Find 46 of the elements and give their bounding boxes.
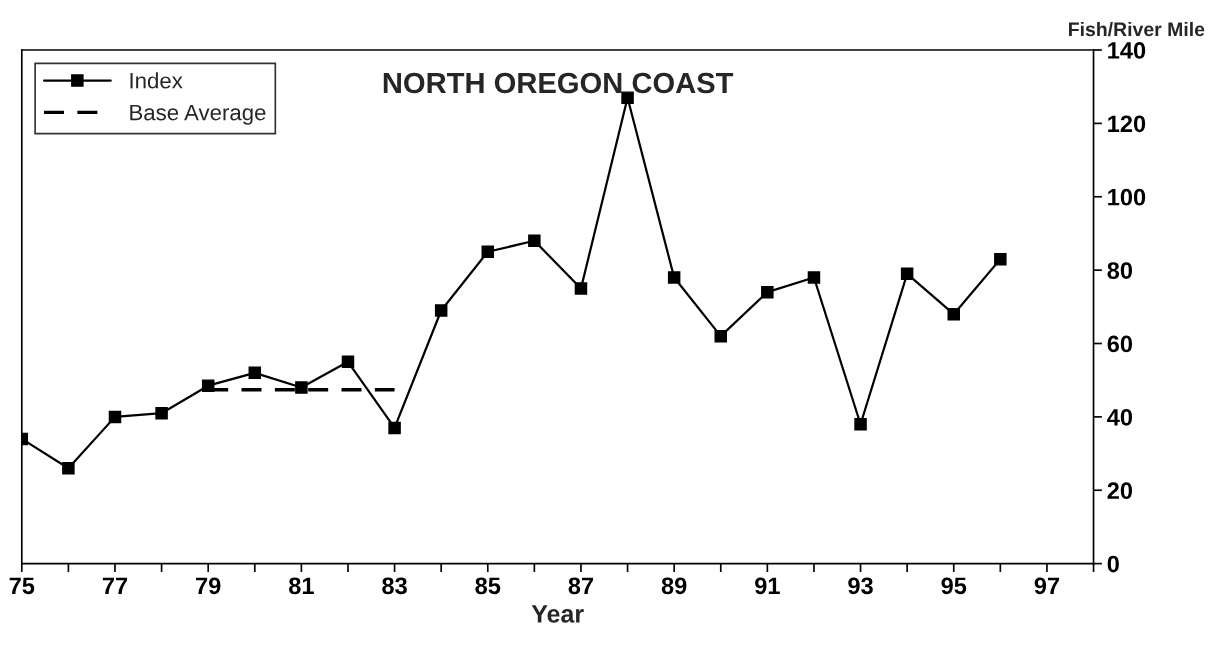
x-tick-label: 79 — [196, 577, 221, 595]
point — [248, 366, 262, 380]
legend-label: Base Average — [130, 104, 266, 125]
x-tick-label: 81 — [289, 577, 314, 595]
y-tick-label: 60 — [1107, 335, 1133, 353]
y-tick-label: 140 — [1108, 42, 1146, 59]
y-axis-title: Fish/River Mile — [1069, 21, 1205, 37]
point — [155, 406, 168, 420]
point — [994, 252, 1007, 266]
y-tick-label: 20 — [1107, 482, 1133, 500]
point — [854, 417, 867, 431]
y-tick-label: 0 — [1107, 555, 1119, 573]
point — [667, 271, 681, 284]
point — [295, 381, 308, 394]
point — [434, 304, 448, 317]
point — [761, 285, 774, 299]
x-tick-label: 91 — [755, 577, 780, 595]
x-tick-label: 87 — [568, 577, 594, 595]
x-axis-title: Year — [531, 605, 584, 623]
point — [528, 234, 541, 248]
point — [62, 461, 75, 475]
point — [574, 282, 588, 295]
point — [201, 379, 215, 392]
y-tick-label: 120 — [1108, 115, 1146, 133]
point — [807, 271, 821, 284]
text: NORTH OREGON COAST — [383, 72, 734, 94]
y-tick-label: 80 — [1107, 262, 1133, 279]
point — [900, 267, 914, 281]
x-tick-label: 83 — [382, 577, 407, 595]
x-tick-label: 85 — [475, 577, 501, 595]
point — [108, 410, 122, 424]
x-tick-label: 95 — [941, 577, 967, 595]
y-tick-label: 40 — [1107, 408, 1133, 426]
point — [714, 329, 728, 343]
x-tick-label: 97 — [1034, 577, 1060, 595]
point — [947, 307, 960, 321]
point — [388, 421, 401, 435]
x-tick-label: 77 — [102, 577, 128, 594]
point — [481, 245, 495, 259]
x-tick-label: 93 — [848, 577, 873, 595]
y-tick-label: 100 — [1108, 188, 1146, 206]
x-tick-label: 89 — [661, 577, 687, 595]
legend-label: Index — [130, 72, 183, 89]
point — [341, 355, 355, 369]
point — [621, 91, 634, 104]
x-tick-label: 75 — [9, 577, 35, 595]
